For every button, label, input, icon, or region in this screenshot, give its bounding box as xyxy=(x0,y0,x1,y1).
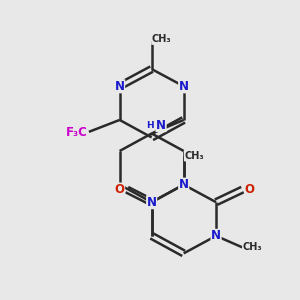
Text: N: N xyxy=(156,118,166,132)
Text: N: N xyxy=(211,230,221,242)
Text: H: H xyxy=(146,121,153,130)
Text: N: N xyxy=(179,80,189,93)
Text: N: N xyxy=(115,80,124,93)
Text: O: O xyxy=(245,183,255,196)
Text: CH₃: CH₃ xyxy=(243,242,262,252)
Text: N: N xyxy=(179,178,189,191)
Text: F₃C: F₃C xyxy=(65,126,87,139)
Text: O: O xyxy=(115,183,124,196)
Text: CH₃: CH₃ xyxy=(184,151,204,161)
Text: N: N xyxy=(147,196,157,209)
Text: CH₃: CH₃ xyxy=(152,34,171,44)
